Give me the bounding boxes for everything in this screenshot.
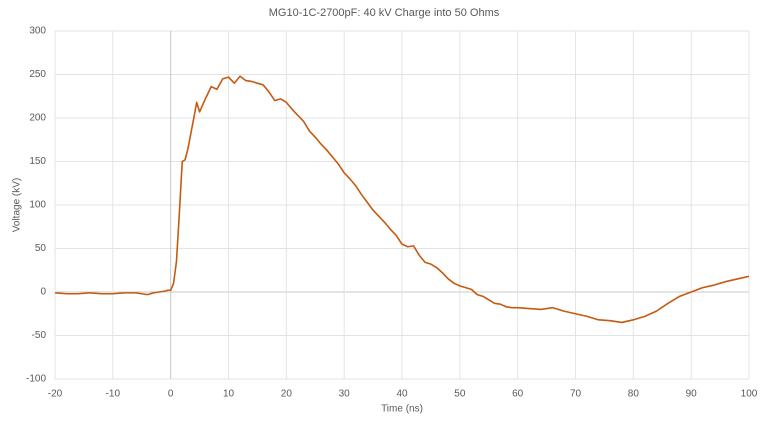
- x-tick-label: 90: [686, 389, 698, 400]
- x-tick-label: 30: [339, 389, 351, 400]
- data-line: [54, 75, 750, 324]
- x-tick-label: 50: [454, 389, 466, 400]
- x-tick-label: 100: [741, 389, 758, 400]
- x-tick-label: 40: [396, 389, 408, 400]
- x-tick-label: 20: [281, 389, 293, 400]
- x-tick-label: -10: [106, 389, 121, 400]
- x-tick-label: 60: [512, 389, 524, 400]
- y-tick-label: 300: [29, 26, 46, 37]
- x-axis-label: Time (ns): [381, 404, 423, 415]
- y-tick-label: 150: [29, 156, 46, 167]
- x-tick-label: 80: [628, 389, 640, 400]
- x-tick-label: 0: [168, 389, 174, 400]
- y-tick-label: -50: [32, 330, 47, 341]
- y-tick-label: 0: [40, 287, 46, 298]
- y-axis-label: Voltage (kV): [12, 178, 23, 232]
- x-tick-label: 10: [223, 389, 235, 400]
- y-tick-label: 200: [29, 113, 46, 124]
- y-tick-label: 100: [29, 200, 46, 211]
- chart-title: MG10-1C-2700pF: 40 kV Charge into 50 Ohm…: [269, 7, 500, 19]
- y-tick-label: 250: [29, 69, 46, 80]
- y-tick-label: -100: [26, 374, 46, 385]
- x-tick-label: -20: [48, 389, 63, 400]
- y-tick-label: 50: [35, 243, 47, 254]
- x-tick-label: 70: [570, 389, 582, 400]
